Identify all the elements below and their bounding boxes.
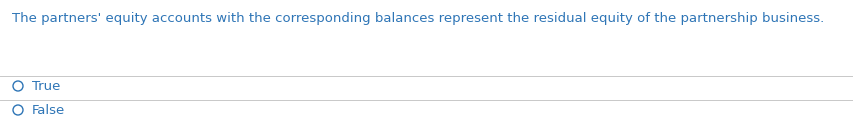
Text: The partners' equity accounts with the corresponding balances represent the resi: The partners' equity accounts with the c… [12, 12, 823, 25]
Text: False: False [32, 103, 65, 117]
Text: True: True [32, 80, 61, 92]
